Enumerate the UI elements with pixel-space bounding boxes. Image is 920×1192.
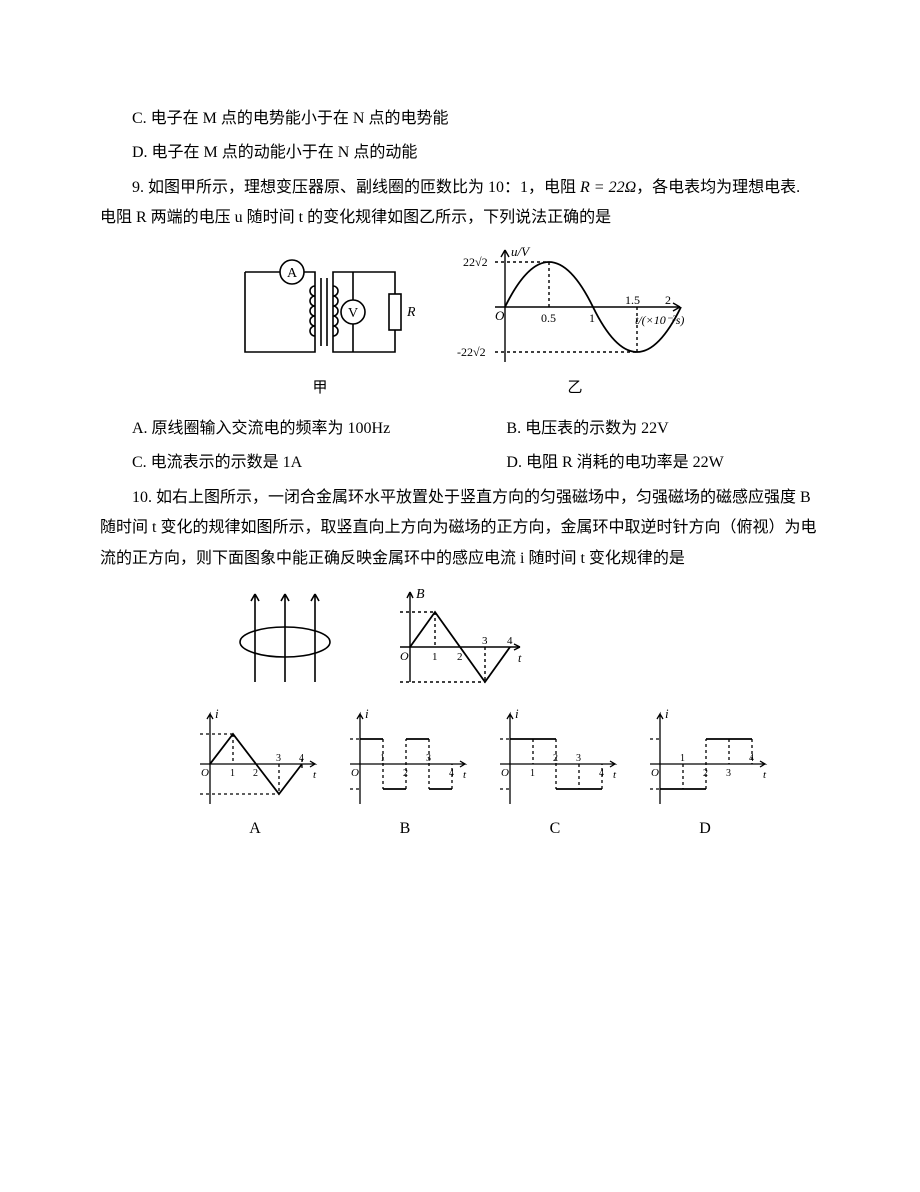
- svg-text:3: 3: [276, 753, 281, 764]
- q9-options-row1: A. 原线圈输入交流电的频率为 100Hz B. 电压表的示数为 22V: [100, 414, 820, 444]
- q9-circuit: A V R 甲: [225, 242, 415, 403]
- svg-text:t: t: [463, 769, 467, 781]
- q9-optB: B. 电压表的示数为 22V: [506, 420, 668, 437]
- q10-ring: [220, 582, 350, 692]
- q9-stem-R: R = 22Ω: [580, 179, 636, 196]
- optC-label: C: [485, 814, 625, 844]
- q10-stem: 10. 如右上图所示，一闭合金属环水平放置处于竖直方向的匀强磁场中，匀强磁场的磁…: [100, 483, 820, 574]
- svg-text:t: t: [313, 769, 317, 781]
- svg-text:4: 4: [299, 753, 304, 764]
- svg-text:i: i: [365, 706, 369, 721]
- svg-text:2: 2: [403, 768, 408, 779]
- svg-text:O: O: [351, 767, 359, 779]
- svg-text:O: O: [201, 767, 209, 779]
- svg-text:4: 4: [749, 753, 754, 764]
- q10-options-figs: i O 1 2 3 4 t A i O 1 2 3 4 t: [140, 704, 820, 844]
- svg-text:t: t: [763, 769, 767, 781]
- B-vs-t-svg: B O 1 2 3 4 t: [380, 582, 530, 692]
- q9-stem: 9. 如图甲所示，理想变压器原、副线圈的匝数比为 10：1，电阻 R = 22Ω…: [100, 173, 820, 234]
- svg-text:2: 2: [703, 768, 708, 779]
- optA-label: A: [185, 814, 325, 844]
- optD-label: D: [635, 814, 775, 844]
- optB-label: B: [335, 814, 475, 844]
- q9-options-row2: C. 电流表示的示数是 1A D. 电阻 R 消耗的电功率是 22W: [100, 448, 820, 478]
- svg-text:4: 4: [599, 768, 604, 779]
- svg-text:3: 3: [576, 753, 581, 764]
- btick3: 3: [482, 635, 488, 647]
- q10-bplot: B O 1 2 3 4 t: [380, 582, 530, 692]
- ring-field-svg: [220, 582, 350, 692]
- B-axis-label: B: [416, 587, 425, 602]
- q8-option-d: D. 电子在 M 点的动能小于在 N 点的动能: [100, 138, 820, 168]
- svg-text:3: 3: [726, 768, 731, 779]
- tick-0_5: 0.5: [541, 311, 556, 325]
- btick2: 2: [457, 651, 463, 663]
- q9-circuit-caption: 甲: [225, 374, 415, 403]
- q10-optD-fig: i O 1 2 3 4 t D: [635, 704, 775, 844]
- q10-optB-fig: i O 1 2 3 4 t B: [335, 704, 475, 844]
- svg-text:t: t: [613, 769, 617, 781]
- q9-waveform: u/V 22√2 -22√2 O 0.5 1 1.5 2 t/(×10⁻²s) …: [455, 242, 695, 403]
- B-origin: O: [400, 649, 409, 663]
- tick-1: 1: [589, 311, 595, 325]
- q10-top-figures: B O 1 2 3 4 t: [220, 582, 820, 692]
- q9-optA: A. 原线圈输入交流电的频率为 100Hz: [132, 420, 390, 437]
- sine-wave-svg: u/V 22√2 -22√2 O 0.5 1 1.5 2 t/(×10⁻²s): [455, 242, 695, 372]
- q9-stem-part1: 9. 如图甲所示，理想变压器原、副线圈的匝数比为 10：1，电阻: [132, 179, 580, 196]
- svg-text:3: 3: [426, 753, 431, 764]
- svg-text:4: 4: [449, 768, 454, 779]
- voltmeter-label: V: [348, 306, 358, 321]
- ymax-label: 22√2: [463, 255, 488, 269]
- svg-text:1: 1: [530, 768, 535, 779]
- tick-1_5: 1.5: [625, 293, 640, 307]
- q9-wave-caption: 乙: [455, 374, 695, 403]
- ammeter-label: A: [287, 266, 298, 281]
- svg-text:2: 2: [253, 768, 258, 779]
- svg-text:O: O: [501, 767, 509, 779]
- origin-label: O: [495, 308, 505, 323]
- q10-optA-fig: i O 1 2 3 4 t A: [185, 704, 325, 844]
- ymin-label: -22√2: [457, 345, 486, 359]
- q8-option-c: C. 电子在 M 点的电势能小于在 N 点的电势能: [100, 104, 820, 134]
- t-axis-label: t/(×10⁻²s): [635, 313, 684, 327]
- svg-text:i: i: [515, 706, 519, 721]
- btick1: 1: [432, 651, 438, 663]
- svg-text:2: 2: [553, 753, 558, 764]
- i-plot-C: i O 1 2 3 4 t: [485, 704, 625, 814]
- u-axis-label: u/V: [511, 244, 531, 259]
- q10-optC-fig: i O 1 2 3 4 t C: [485, 704, 625, 844]
- q9-optC: C. 电流表示的示数是 1A: [132, 454, 302, 471]
- svg-text:O: O: [651, 767, 659, 779]
- q9-optD: D. 电阻 R 消耗的电功率是 22W: [506, 454, 723, 471]
- transformer-circuit-svg: A V R: [225, 242, 415, 372]
- q8-optd-text: D. 电子在 M 点的动能小于在 N 点的动能: [132, 144, 417, 161]
- i-plot-D: i O 1 2 3 4 t: [635, 704, 775, 814]
- q10-stem-text: 10. 如右上图所示，一闭合金属环水平放置处于竖直方向的匀强磁场中，匀强磁场的磁…: [100, 489, 816, 567]
- q8-optc-text: C. 电子在 M 点的电势能小于在 N 点的电势能: [132, 110, 448, 127]
- i-plot-A: i O 1 2 3 4 t: [185, 704, 325, 814]
- q9-figures: A V R 甲 u/V 22√2 -22√2: [100, 242, 820, 403]
- B-t-label: t: [518, 651, 522, 665]
- svg-text:1: 1: [680, 753, 685, 764]
- btick4: 4: [507, 635, 513, 647]
- tick-2: 2: [665, 293, 671, 307]
- svg-text:1: 1: [230, 768, 235, 779]
- i-plot-B: i O 1 2 3 4 t: [335, 704, 475, 814]
- svg-text:i: i: [665, 706, 669, 721]
- resistor-label: R: [406, 305, 415, 320]
- svg-text:i: i: [215, 706, 219, 721]
- svg-text:1: 1: [380, 753, 385, 764]
